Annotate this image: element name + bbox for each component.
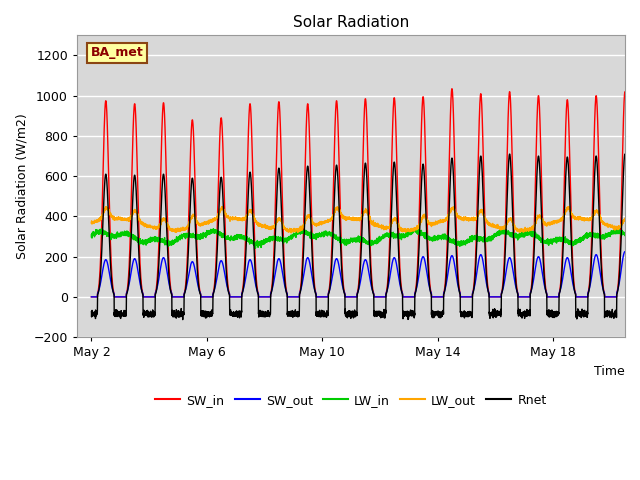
LW_out — [351, 216, 359, 222]
Line: SW_out: SW_out — [92, 252, 639, 297]
LW_in — [209, 226, 217, 231]
SW_out — [580, 294, 588, 300]
SW_out — [636, 294, 640, 300]
SW_in — [261, 294, 269, 300]
LW_out — [218, 205, 225, 211]
LW_out — [636, 227, 640, 232]
Rnet — [580, 310, 588, 315]
LW_in — [252, 245, 259, 251]
LW_in — [580, 234, 588, 240]
LW_in — [346, 239, 354, 245]
LW_out — [261, 225, 269, 230]
Rnet — [346, 311, 354, 317]
Rnet — [351, 313, 359, 319]
SW_out — [88, 294, 95, 300]
SW_in — [88, 294, 95, 300]
SW_out — [351, 294, 359, 300]
Rnet — [636, 294, 640, 300]
LW_in — [636, 234, 640, 240]
Rnet — [236, 312, 243, 318]
Text: BA_met: BA_met — [91, 47, 143, 60]
SW_out — [236, 294, 243, 300]
Rnet — [621, 151, 629, 157]
Rnet — [218, 175, 225, 180]
Title: Solar Radiation: Solar Radiation — [293, 15, 409, 30]
LW_in — [351, 239, 359, 244]
Y-axis label: Solar Radiation (W/m2): Solar Radiation (W/m2) — [15, 113, 28, 259]
Legend: SW_in, SW_out, LW_in, LW_out, Rnet: SW_in, SW_out, LW_in, LW_out, Rnet — [150, 389, 552, 412]
SW_in — [346, 294, 354, 300]
LW_out — [218, 204, 226, 210]
Line: SW_in: SW_in — [92, 89, 639, 297]
LW_out — [88, 220, 95, 226]
SW_in — [580, 294, 588, 300]
Line: LW_out: LW_out — [92, 207, 639, 233]
LW_in — [261, 239, 269, 244]
SW_out — [261, 294, 269, 300]
SW_in — [636, 294, 640, 300]
LW_out — [236, 216, 243, 221]
X-axis label: Time: Time — [595, 365, 625, 378]
LW_out — [346, 216, 354, 222]
Rnet — [261, 312, 269, 318]
LW_out — [287, 230, 295, 236]
SW_out — [621, 249, 629, 254]
SW_out — [218, 258, 225, 264]
Rnet — [88, 309, 95, 315]
SW_in — [351, 294, 359, 300]
Rnet — [179, 317, 187, 323]
SW_in — [236, 294, 243, 300]
Line: LW_in: LW_in — [92, 228, 639, 248]
LW_in — [88, 234, 95, 240]
LW_out — [580, 216, 588, 221]
Line: Rnet: Rnet — [92, 154, 639, 320]
LW_in — [218, 231, 225, 237]
SW_out — [346, 294, 354, 300]
SW_in — [218, 115, 225, 121]
LW_in — [236, 235, 243, 240]
SW_in — [448, 86, 456, 92]
